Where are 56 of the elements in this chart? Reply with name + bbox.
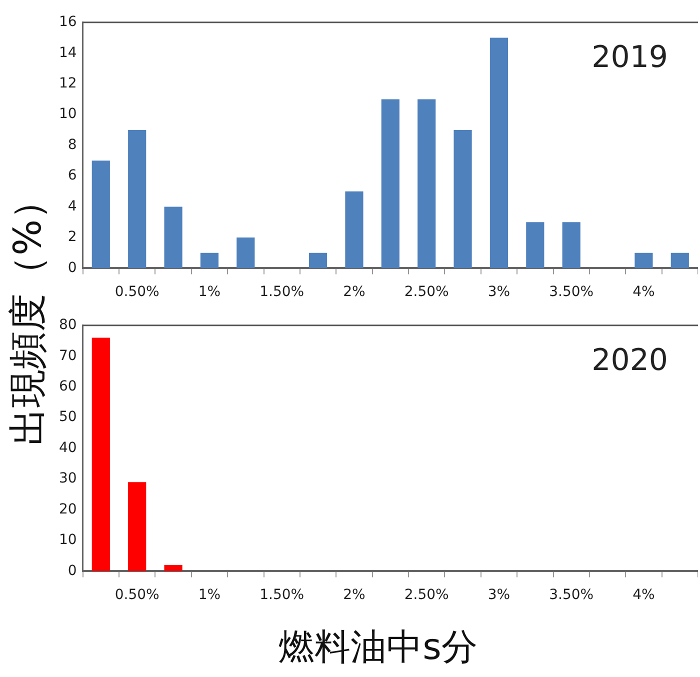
bar bbox=[634, 252, 653, 268]
y-tick-label: 4 bbox=[68, 198, 77, 214]
x-tick-label: 1% bbox=[198, 587, 221, 604]
y-tick-label: 10 bbox=[58, 532, 77, 548]
y-tick-label: 12 bbox=[58, 75, 77, 92]
bar bbox=[236, 237, 255, 268]
bar bbox=[670, 252, 689, 268]
y-tick-label: 2 bbox=[68, 229, 77, 246]
bar bbox=[345, 191, 364, 268]
y-tick-label: 20 bbox=[58, 501, 77, 518]
x-tick-label: 1.50% bbox=[260, 284, 304, 300]
y-tick-label: 8 bbox=[68, 136, 77, 153]
bar bbox=[164, 565, 182, 572]
x-tick-label: 3.50% bbox=[549, 587, 594, 604]
y-tick-label: 60 bbox=[58, 378, 77, 394]
bar bbox=[526, 222, 544, 268]
bar bbox=[92, 338, 110, 572]
annotation: 2020 bbox=[592, 343, 668, 378]
x-tick-label: 2.50% bbox=[404, 284, 449, 300]
bar bbox=[308, 252, 328, 268]
y-tick-label: 70 bbox=[58, 348, 77, 364]
bar bbox=[418, 99, 436, 268]
y-tick-label: 16 bbox=[58, 14, 77, 30]
annotation: 2019 bbox=[592, 40, 668, 76]
x-tick-label: 2% bbox=[343, 587, 366, 604]
y-tick-label: 0 bbox=[68, 562, 77, 579]
y-tick-label: 40 bbox=[58, 440, 77, 456]
x-tick-label: 3.50% bbox=[549, 284, 594, 300]
bar bbox=[454, 130, 472, 268]
y-tick-label: 6 bbox=[68, 168, 77, 184]
x-tick-label: 3% bbox=[488, 284, 510, 300]
x-tick-label: 1.50% bbox=[260, 587, 304, 604]
x-tick-label: 3% bbox=[488, 587, 510, 604]
bar bbox=[200, 252, 219, 268]
y-tick-label: 14 bbox=[58, 44, 77, 61]
y-axis-title: 出現頻度（%） bbox=[4, 180, 50, 446]
y-tick-label: 80 bbox=[58, 317, 77, 334]
bar bbox=[164, 206, 182, 268]
x-tick-label: 1% bbox=[198, 284, 221, 300]
x-tick-label: 4% bbox=[632, 587, 655, 604]
bar bbox=[490, 38, 508, 268]
y-tick-label: 0 bbox=[68, 260, 77, 276]
bar bbox=[92, 160, 110, 268]
y-tick-label: 50 bbox=[58, 409, 77, 426]
x-tick-label: 4% bbox=[632, 284, 655, 300]
y-tick-label: 10 bbox=[58, 106, 77, 122]
bar bbox=[128, 482, 146, 572]
x-axis-title: 燃料油中s分 bbox=[278, 626, 478, 670]
y-tick-label: 30 bbox=[58, 470, 77, 487]
bar bbox=[381, 99, 400, 268]
x-tick-label: 2.50% bbox=[404, 587, 449, 604]
x-tick-label: 0.50% bbox=[114, 284, 160, 300]
bar bbox=[128, 130, 146, 268]
x-tick-label: 0.50% bbox=[114, 587, 160, 604]
x-tick-label: 2% bbox=[343, 284, 366, 300]
bar bbox=[562, 222, 580, 268]
